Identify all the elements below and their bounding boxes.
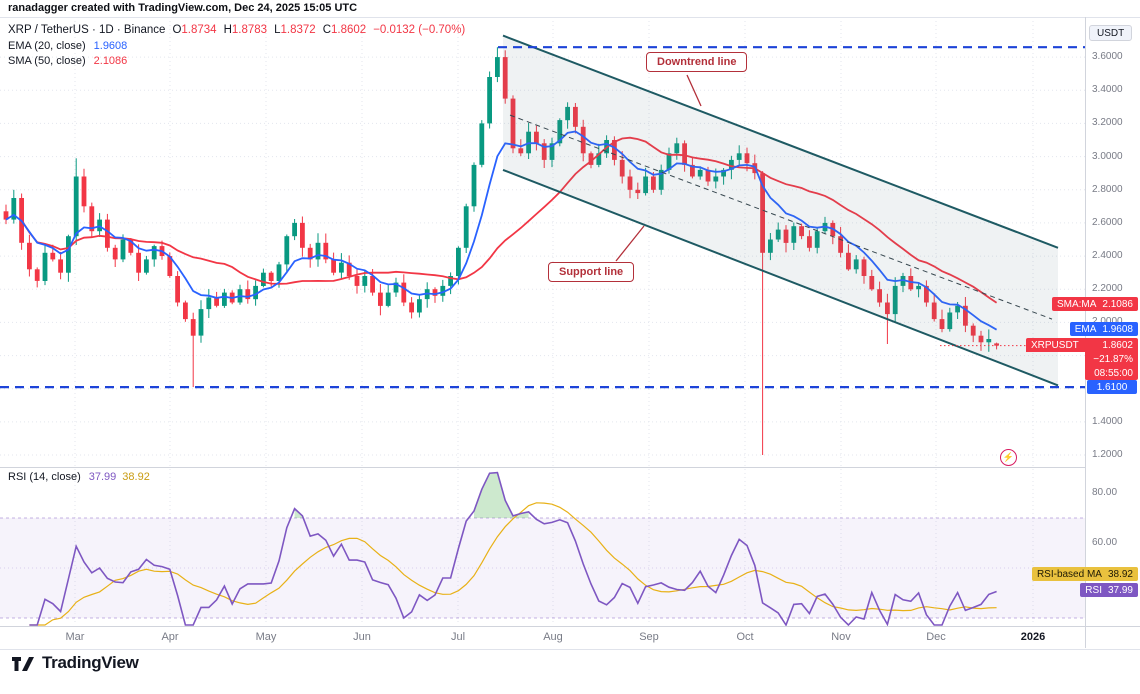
price-tick-label: 3.4000 bbox=[1092, 84, 1123, 96]
currency-badge[interactable]: USDT bbox=[1089, 25, 1133, 41]
price-tick-label: 3.0000 bbox=[1092, 150, 1123, 162]
ohlc-low-label: L bbox=[274, 24, 281, 36]
rsi-axis-badge: RSI 37.99 bbox=[1080, 583, 1138, 597]
price-badge-countdown: 08:55:00 bbox=[1085, 366, 1138, 380]
price-tick-label: 2.8000 bbox=[1092, 183, 1123, 195]
rsi-value: 37.99 bbox=[88, 471, 117, 483]
ohlc-close-value: 1.8602 bbox=[331, 24, 367, 36]
attribution-text: ranadagger created with TradingView.com,… bbox=[8, 2, 358, 14]
rsi-ma-value: 38.92 bbox=[122, 471, 150, 483]
month-label: Dec bbox=[926, 631, 946, 643]
price-tick-label: 3.6000 bbox=[1092, 51, 1123, 63]
symbol-legend[interactable]: XRP / TetherUS · 1D · Binance O1.8734 H1.8… bbox=[8, 24, 465, 36]
month-label: Aug bbox=[543, 631, 563, 643]
lightning-event-icon[interactable]: ⚡ bbox=[1000, 449, 1017, 466]
month-label: May bbox=[255, 631, 277, 643]
price-badge-change: −21.87% bbox=[1085, 352, 1138, 366]
rsi-label: RSI (14, close) bbox=[8, 471, 81, 483]
ema-legend[interactable]: EMA (20, close) 1.9608 bbox=[8, 40, 127, 52]
sma-value: 2.1086 bbox=[93, 55, 128, 67]
price-tick-label: 1.2000 bbox=[1092, 449, 1123, 461]
ema-badge-value: 1.9608 bbox=[1102, 323, 1133, 335]
price-tick-label: 3.2000 bbox=[1092, 117, 1123, 129]
ohlc-open-value: 1.8734 bbox=[181, 24, 217, 36]
pane-separator[interactable] bbox=[0, 467, 1085, 468]
ohlc-low-value: 1.8372 bbox=[280, 24, 316, 36]
ema-value: 1.9608 bbox=[93, 40, 128, 52]
support-callout[interactable]: Support line bbox=[548, 262, 635, 282]
rsi-legend[interactable]: RSI (14, close) 37.99 38.92 bbox=[8, 471, 150, 483]
ohlc-close-label: C bbox=[322, 24, 331, 36]
month-label: Mar bbox=[65, 631, 85, 643]
price-tick-label: 1.4000 bbox=[1092, 415, 1123, 427]
ema-label: EMA (20, close) bbox=[8, 40, 86, 52]
rsi-ma-badge-label: RSI-based MA bbox=[1036, 568, 1102, 580]
symbol-title[interactable]: XRP / TetherUS · 1D · Binance bbox=[8, 24, 166, 36]
sma-legend[interactable]: SMA (50, close) 2.1086 bbox=[8, 55, 127, 67]
ohlc-high-label: H bbox=[223, 24, 232, 36]
ema-badge-label: EMA bbox=[1074, 323, 1097, 335]
sma-badge-label: SMA:MA bbox=[1056, 298, 1097, 310]
footer-border bbox=[0, 649, 1140, 650]
rsi-badge-label: RSI bbox=[1085, 584, 1102, 596]
month-label: Jun bbox=[353, 631, 371, 643]
last-price-badge: XRPUSDT 1.8602 −21.87% 08:55:00 bbox=[1026, 338, 1138, 380]
ohlc-open-label: O bbox=[172, 24, 182, 36]
sma-axis-badge: SMA:MA 2.1086 bbox=[1051, 297, 1138, 311]
rsi-ma-axis-badge: RSI-based MA 38.92 bbox=[1031, 567, 1138, 581]
chart-top-border bbox=[0, 17, 1140, 18]
sma-badge-value: 2.1086 bbox=[1102, 298, 1133, 310]
time-axis-border bbox=[0, 626, 1140, 627]
change-value: −0.0132 (−0.70%) bbox=[373, 24, 466, 36]
tradingview-logo-icon bbox=[12, 657, 34, 671]
price-tick-label: 2.4000 bbox=[1092, 250, 1123, 262]
ema-axis-badge: EMA 1.9608 bbox=[1069, 322, 1138, 336]
tradingview-wordmark: TradingView bbox=[42, 653, 139, 672]
rsi-tick-label: 80.00 bbox=[1092, 487, 1118, 498]
month-label: 2026 bbox=[1020, 631, 1046, 643]
sma-label: SMA (50, close) bbox=[8, 55, 86, 67]
time-axis[interactable]: Mar Apr May Jun Jul Aug Sep Oct Nov Dec 2026 bbox=[0, 626, 1140, 648]
downtrend-callout[interactable]: Downtrend line bbox=[646, 52, 748, 72]
rsi-ma-badge-value: 38.92 bbox=[1107, 568, 1133, 580]
tradingview-logo[interactable]: TradingView bbox=[10, 653, 139, 673]
month-label: Apr bbox=[161, 631, 179, 643]
price-tick-label: 2.2000 bbox=[1092, 283, 1123, 295]
support-level-badge: 1.6100 bbox=[1087, 380, 1137, 394]
month-label: Oct bbox=[736, 631, 754, 643]
price-badge-value: 1.8602 bbox=[1102, 339, 1133, 351]
rsi-tick-label: 60.00 bbox=[1092, 537, 1118, 548]
month-label: Jul bbox=[450, 631, 466, 643]
month-label: Nov bbox=[831, 631, 851, 643]
price-badge-symbol: XRPUSDT bbox=[1031, 339, 1079, 351]
price-chart-canvas[interactable] bbox=[0, 0, 1140, 660]
ohlc-high-value: 1.8783 bbox=[231, 24, 268, 36]
rsi-badge-value: 37.99 bbox=[1107, 584, 1133, 596]
month-label: Sep bbox=[639, 631, 659, 643]
price-tick-label: 2.6000 bbox=[1092, 216, 1123, 228]
